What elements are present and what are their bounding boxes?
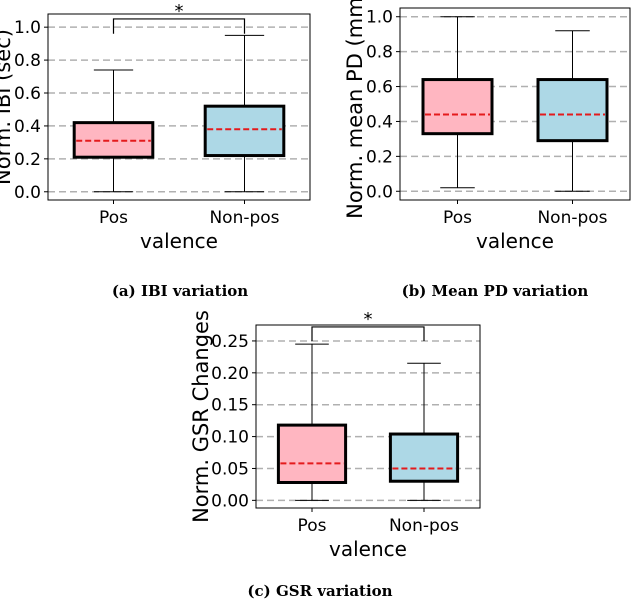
gsr-boxplot: 0.00 0.05 0.10 0.15 0.20 0.25 Pos Non-posvalenc… — [189, 309, 481, 561]
significance-marker: * — [175, 1, 184, 22]
x-axis-label: valence — [140, 229, 218, 253]
y-tick-label-1: 0.05 — [211, 459, 249, 479]
chart-panel-b: 0.0 0.2 0.4 0.6 0.8 1.0 Pos Non-pos valence Norm.… — [318, 0, 637, 270]
x-tick-label-1: Non-pos — [537, 208, 607, 228]
y-tick-label-2: 0.4 — [14, 117, 41, 137]
y-tick-label-0: 0.0 — [14, 183, 41, 203]
x-tick-label-0: Pos — [443, 208, 472, 228]
iqr-box — [276, 423, 348, 484]
iqr-box — [421, 78, 494, 136]
x-axis-label: valence — [476, 229, 554, 253]
plot-frame — [47, 13, 311, 201]
y-tick-label-1: 0.2 — [366, 147, 393, 167]
x-axis-label: valence — [329, 537, 407, 561]
caption-b: (b) Mean PD variation — [401, 282, 589, 300]
box-pos — [276, 343, 348, 501]
x-tick-label-1: Non-pos — [389, 516, 459, 536]
y-tick-label-0: 0.0 — [366, 182, 393, 202]
y-tick-label-3: 0.15 — [211, 396, 249, 416]
y-axis-label: Norm. mean PD (mm) — [343, 0, 367, 219]
x-tick-label-0: Pos — [99, 208, 128, 228]
y-tick-label-4: 0.20 — [211, 364, 249, 384]
chart-panel-a: 0.0 0.2 0.4 0.6 0.8 1.0 Pos Non-pos valence Norm.… — [0, 0, 318, 270]
y-tick-label-5: 0.25 — [211, 332, 249, 352]
y-tick-label-5: 1.0 — [366, 8, 393, 28]
significance-bracket — [311, 326, 425, 341]
box-nonpos — [536, 30, 609, 192]
chart-panel-c: 0.00 0.05 0.10 0.15 0.20 0.25 Pos Non-pos valenc… — [150, 305, 490, 570]
box-pos — [72, 69, 155, 193]
y-tick-label-0: 0.00 — [211, 491, 249, 511]
x-tick-label-1: Non-pos — [209, 208, 279, 228]
box-pos — [421, 16, 494, 189]
iqr-box — [203, 104, 286, 158]
y-axis-label: Norm. IBI (sec) — [0, 29, 15, 185]
significance-bracket — [112, 18, 246, 34]
caption-c: (c) GSR variation — [247, 582, 393, 600]
y-tick-label-2: 0.10 — [211, 428, 249, 448]
y-tick-label-3: 0.6 — [14, 84, 41, 104]
plot-frame — [255, 324, 481, 509]
y-axis-label: Norm. GSR Changes — [189, 310, 213, 523]
box-nonpos — [203, 34, 286, 193]
y-tick-label-2: 0.4 — [366, 112, 393, 132]
plot-frame — [399, 7, 631, 201]
box-nonpos — [388, 362, 460, 501]
y-tick-label-5: 1.0 — [14, 18, 41, 38]
y-tick-label-3: 0.6 — [366, 78, 393, 98]
x-tick-label-0: Pos — [298, 516, 327, 536]
iqr-box — [536, 78, 609, 143]
caption-a: (a) IBI variation — [111, 282, 249, 300]
significance-marker: * — [364, 309, 373, 330]
y-tick-label-1: 0.2 — [14, 150, 41, 170]
iqr-box — [388, 432, 460, 483]
y-tick-label-4: 0.8 — [14, 51, 41, 71]
y-tick-label-4: 0.8 — [366, 43, 393, 63]
